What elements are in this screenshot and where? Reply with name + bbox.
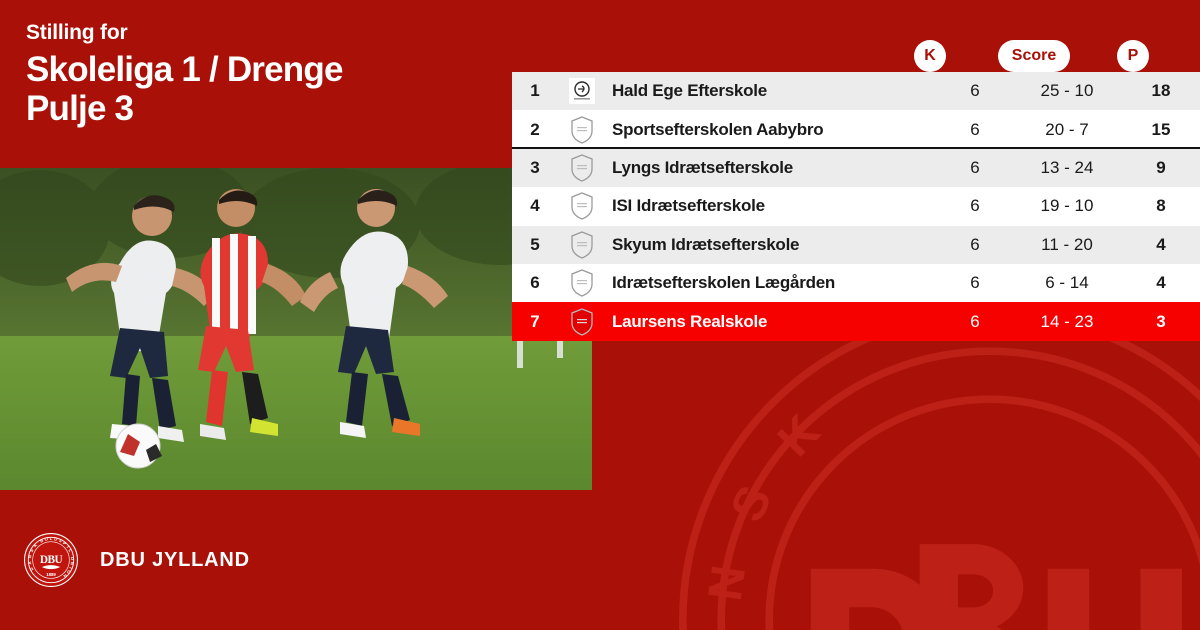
svg-text:S: S: [29, 548, 35, 553]
row-team-name: Idrætsefterskolen Lægården: [612, 273, 836, 293]
standings-table: K Score P 1 Hald Ege Efterskole 6 25 - 1…: [512, 40, 1200, 341]
svg-text:1889: 1889: [46, 572, 56, 577]
row-points: 8: [1156, 196, 1166, 216]
row-points: 4: [1156, 273, 1166, 293]
svg-text:N: N: [27, 555, 32, 559]
svg-text:O: O: [65, 569, 71, 575]
table-header: K Score P: [512, 40, 1200, 72]
svg-text:L: L: [67, 548, 73, 553]
row-position: 5: [530, 234, 540, 254]
svg-text:K: K: [768, 405, 830, 467]
footer-brand-name: DBU JYLLAND: [100, 548, 250, 571]
row-team-name: Laursens Realskole: [612, 311, 768, 331]
table-row[interactable]: 2 Sportsefterskolen Aabybro 6 20 - 7 15: [512, 110, 1200, 151]
svg-text:I: I: [68, 567, 73, 570]
svg-text:U: U: [70, 557, 75, 560]
club-badge-icon: [558, 78, 606, 105]
svg-text:I: I: [66, 545, 71, 549]
row-position: 4: [530, 196, 540, 216]
table-row[interactable]: 6 Idrætsefterskolen Lægården 6 6 - 14 4: [512, 263, 1200, 303]
svg-text:D: D: [54, 536, 58, 542]
svg-text:B: B: [39, 538, 44, 544]
club-badge-icon: [558, 154, 606, 182]
column-header-points: P: [1117, 40, 1149, 72]
table-row-highlighted[interactable]: 7 Laursens Realskole 6 14 - 23 3: [512, 302, 1200, 341]
svg-text:N: N: [70, 561, 75, 565]
svg-text:S: S: [58, 538, 63, 544]
club-badge-icon: [558, 192, 606, 221]
row-matches: 6: [970, 81, 980, 101]
row-score: 25 - 10: [1040, 81, 1094, 101]
svg-text:A: A: [27, 561, 32, 565]
row-team-name: Sportsefterskolen Aabybro: [612, 119, 824, 139]
row-matches: 6: [970, 311, 980, 331]
match-photo: [0, 168, 592, 490]
svg-text:N: N: [63, 573, 69, 579]
table-row[interactable]: 3 Lyngs Idrætsefterskole 6 13 - 24 9: [512, 148, 1200, 188]
row-matches: 6: [970, 234, 980, 254]
row-matches: 6: [970, 119, 980, 139]
column-header-score: Score: [998, 40, 1070, 72]
club-badge-icon: [558, 307, 606, 336]
dbu-logo-icon: D A N S K B O L D S P I L U N I O: [24, 533, 78, 587]
row-team-name: Lyngs Idrætsefterskole: [612, 157, 793, 177]
row-matches: 6: [970, 273, 980, 293]
row-team-name: Skyum Idrætsefterskole: [612, 234, 800, 254]
row-score: 13 - 24: [1040, 157, 1094, 177]
svg-text:P: P: [62, 540, 67, 546]
row-team-name: Hald Ege Efterskole: [612, 81, 767, 101]
club-badge-icon: [558, 269, 606, 297]
svg-text:DBU: DBU: [40, 554, 63, 566]
row-points: 15: [1151, 119, 1171, 139]
page-title-line1: Skoleliga 1 / Drenge: [26, 50, 343, 89]
row-score: 20 - 7: [1045, 119, 1089, 139]
row-score: 6 - 14: [1045, 273, 1089, 293]
row-position: 6: [530, 273, 540, 293]
row-matches: 6: [970, 157, 980, 177]
svg-text:L: L: [50, 536, 53, 541]
table-row[interactable]: 5 Skyum Idrætsefterskole 6 11 - 20 4: [512, 225, 1200, 264]
club-badge-icon: [558, 115, 606, 144]
row-points: 4: [1156, 234, 1166, 254]
header-block: Stilling for Skoleliga 1 / Drenge Pulje …: [0, 0, 600, 168]
row-matches: 6: [970, 196, 980, 216]
row-position: 3: [530, 157, 540, 177]
row-position: 7: [530, 311, 540, 331]
row-team-name: ISI Idrætsefterskole: [612, 196, 765, 216]
table-row[interactable]: 4 ISI Idrætsefterskole 6 19 - 10 8: [512, 187, 1200, 226]
row-points: 9: [1156, 157, 1166, 177]
table-row[interactable]: 1 Hald Ege Efterskole 6 25 - 10 18: [512, 72, 1200, 111]
row-position: 1: [530, 81, 540, 101]
column-header-matches: K: [914, 40, 946, 72]
svg-text:K: K: [32, 542, 38, 548]
row-points: 3: [1156, 311, 1166, 331]
row-score: 11 - 20: [1041, 234, 1093, 254]
page-title-line2: Pulje 3: [26, 89, 134, 128]
header-kicker: Stilling for: [26, 21, 128, 44]
club-badge-icon: [558, 231, 606, 259]
row-points: 18: [1151, 81, 1171, 101]
row-score: 14 - 23: [1040, 311, 1094, 331]
row-position: 2: [530, 119, 540, 139]
table-body: 1 Hald Ege Efterskole 6 25 - 10 18 2: [512, 72, 1200, 341]
row-score: 19 - 10: [1040, 196, 1094, 216]
svg-text:O: O: [44, 536, 49, 542]
svg-text:D: D: [29, 567, 35, 572]
footer-bar: D A N S K B O L D S P I L U N I O: [0, 490, 1200, 630]
